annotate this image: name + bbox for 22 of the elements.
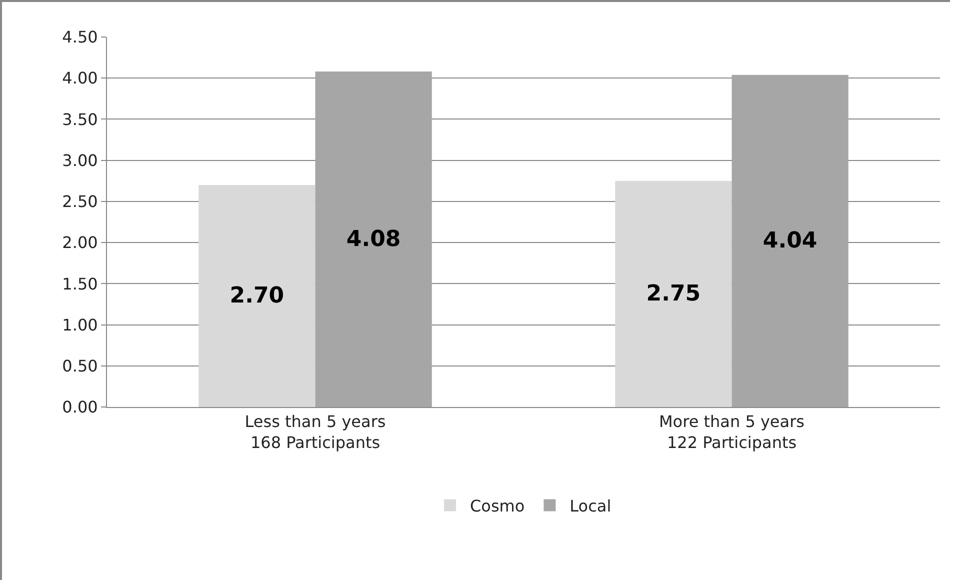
y-tick-label: 0.50 (62, 356, 98, 376)
bar (732, 74, 848, 407)
legend-label: Local (570, 496, 612, 516)
x-tick-label: Less than 5 years 168 Participants (244, 412, 386, 452)
y-tick-label: 1.00 (62, 315, 98, 334)
data-label: 2.70 (230, 284, 284, 308)
data-label: 4.04 (762, 228, 818, 254)
y-tick-label: 0.00 (62, 398, 98, 417)
data-label: 4.08 (346, 226, 401, 252)
y-tick-label: 3.50 (62, 110, 98, 129)
y-tick-label: 4.00 (62, 68, 98, 88)
y-tick-label: 2.50 (62, 192, 98, 212)
bar (198, 185, 316, 407)
y-tick-label: 1.50 (62, 274, 98, 294)
y-tick-label: 3.00 (62, 150, 98, 170)
y-tick-label: 2.00 (62, 233, 98, 252)
legend-label: Cosmo (470, 496, 525, 516)
x-tick-label: More than 5 years 122 Participants (659, 412, 804, 452)
y-tick-label: 4.50 (62, 28, 98, 47)
bar (315, 72, 432, 407)
data-label: 2.75 (646, 281, 701, 306)
bar (615, 180, 732, 407)
